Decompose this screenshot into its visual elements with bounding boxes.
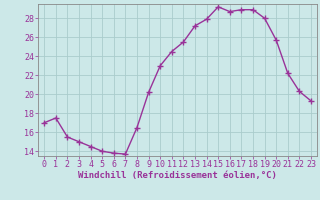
X-axis label: Windchill (Refroidissement éolien,°C): Windchill (Refroidissement éolien,°C): [78, 171, 277, 180]
